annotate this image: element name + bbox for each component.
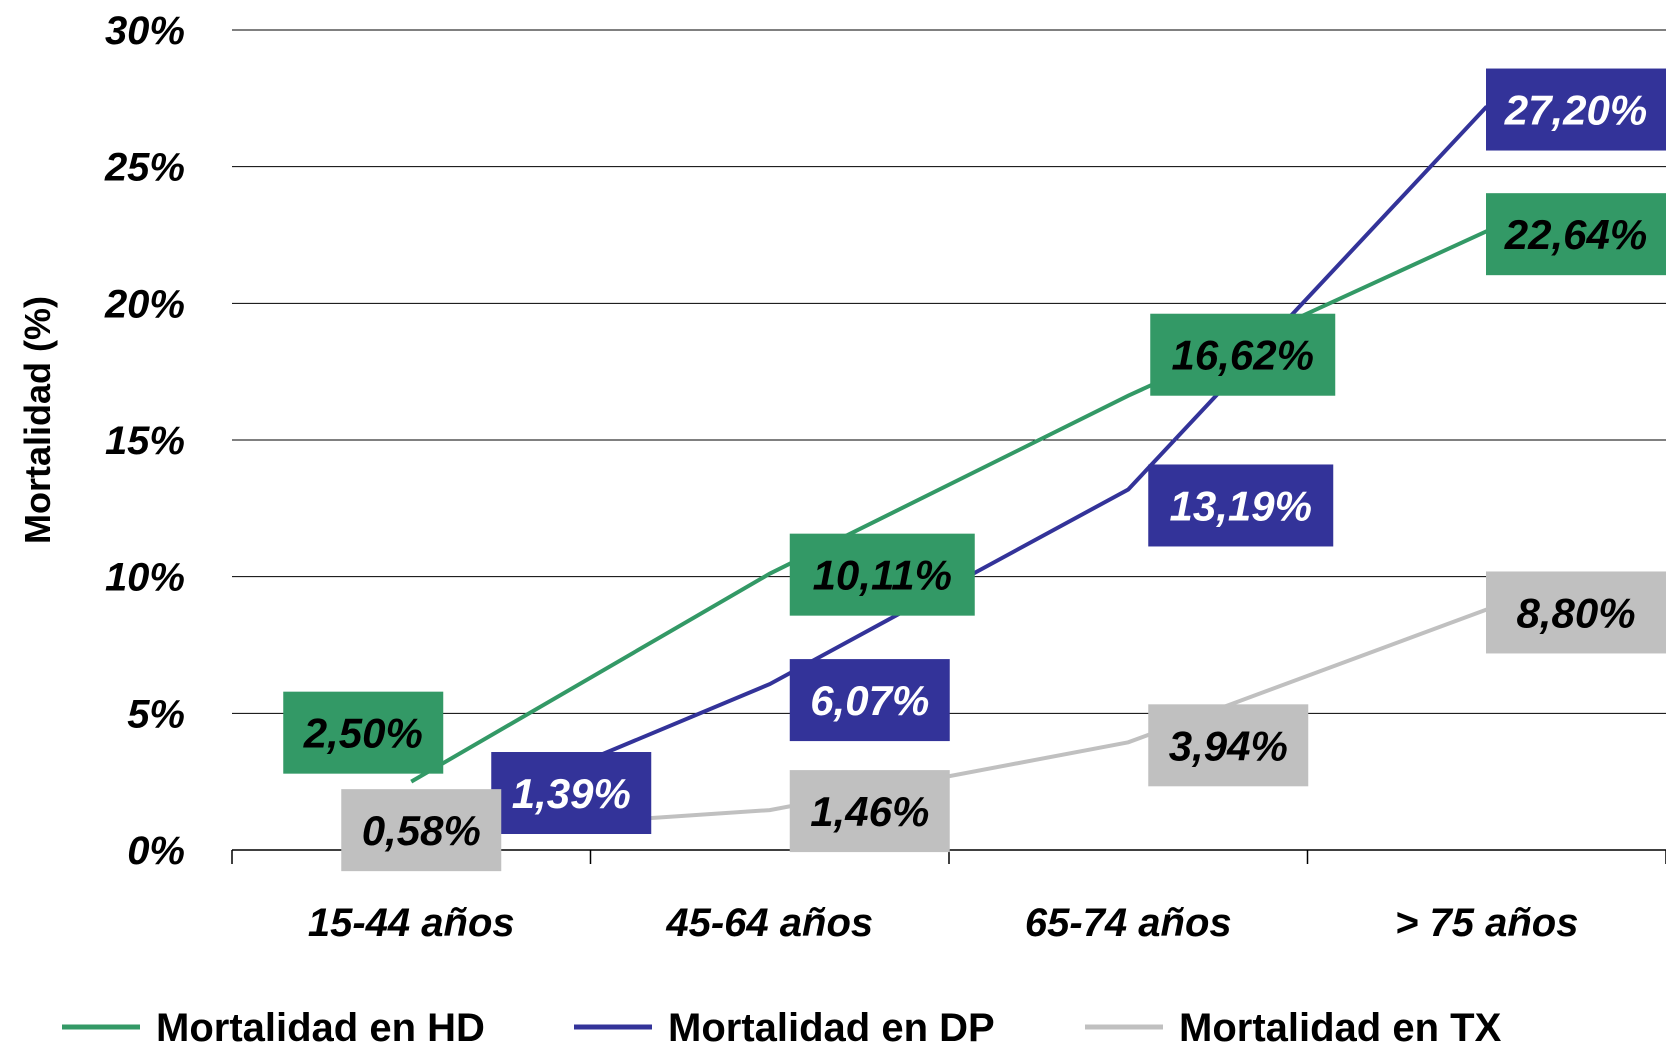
- grid-lines: [232, 29, 1666, 714]
- data-label: 13,19%: [1170, 482, 1312, 529]
- data-label-box: [341, 789, 502, 872]
- y-tick-label: 5%: [127, 692, 185, 736]
- data-label: 0,58%: [362, 807, 481, 854]
- x-tick-label: 65-74 años: [1025, 901, 1232, 945]
- data-label-box: [789, 533, 975, 616]
- x-tick-label: 45-64 años: [665, 901, 873, 945]
- data-label: 1,39%: [512, 770, 631, 817]
- data-label: 1,46%: [810, 788, 929, 835]
- data-label: 16,62%: [1172, 332, 1314, 379]
- data-label-box: [789, 770, 950, 853]
- y-tick-label: 10%: [105, 556, 185, 600]
- data-label: 22,64%: [1504, 211, 1647, 258]
- x-tick-label: 15-44 años: [308, 901, 515, 945]
- data-label-box: [1486, 68, 1666, 151]
- data-label-box: [491, 752, 652, 835]
- y-tick-label: 20%: [104, 282, 185, 326]
- data-label-box: [789, 659, 950, 742]
- y-tick-label: 25%: [104, 146, 185, 190]
- data-label-box: [1150, 313, 1336, 396]
- series-line-0: [410, 229, 1488, 784]
- y-tick-label: 30%: [105, 9, 185, 53]
- legend-label: Mortalidad en TX: [1179, 1006, 1502, 1050]
- data-label: 10,11%: [813, 552, 952, 599]
- data-label-box: [1148, 464, 1334, 547]
- y-axis-label: Mortalidad (%): [17, 296, 58, 544]
- x-tick-label: > 75 años: [1395, 901, 1578, 945]
- data-label-box: [1148, 704, 1309, 787]
- data-label-box: [1486, 571, 1666, 654]
- data-label: 8,80%: [1516, 589, 1635, 636]
- y-tick-label: 15%: [105, 419, 185, 463]
- data-label: 2,50%: [303, 710, 423, 757]
- data-label: 27,20%: [1504, 87, 1647, 134]
- data-labels: 2,50% 10,11% 16,62% 22,64% 1,39% 6,07% 13,19% 2…: [283, 68, 1666, 872]
- x-axis: 15-44 años 45-64 años 65-74 años > 75 años: [231, 849, 1666, 945]
- legend: Mortalidad en HD Mortalidad en DP Mortalid…: [62, 1006, 1502, 1050]
- y-tick-labels: 0% 5% 10% 15% 20% 25% 30%: [104, 9, 185, 873]
- data-label-box: [283, 691, 444, 774]
- data-label: 3,94%: [1169, 722, 1288, 769]
- data-label-box: [1486, 193, 1666, 276]
- y-tick-label: 0%: [127, 829, 185, 873]
- data-label: 6,07%: [810, 677, 929, 724]
- legend-label: Mortalidad en HD: [156, 1006, 485, 1050]
- legend-label: Mortalidad en DP: [668, 1006, 995, 1050]
